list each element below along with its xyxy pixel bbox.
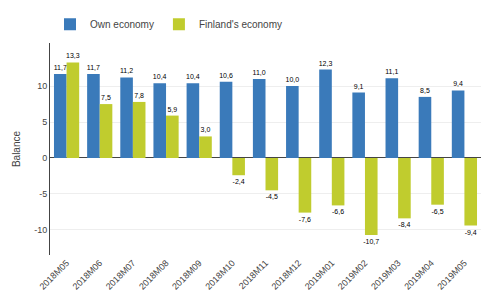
svg-text:Finland's economy: Finland's economy [199,19,282,30]
svg-text:7,8: 7,8 [134,92,144,99]
svg-text:10,0: 10,0 [285,76,299,83]
svg-text:10,4: 10,4 [186,73,200,80]
svg-text:2019M02: 2019M02 [336,258,370,292]
svg-text:2018M11: 2018M11 [237,258,270,291]
svg-text:-6,6: -6,6 [332,208,344,215]
svg-text:2018M12: 2018M12 [270,258,304,292]
svg-text:0: 0 [42,153,47,163]
svg-text:11,0: 11,0 [253,69,266,76]
svg-text:-8,4: -8,4 [398,221,410,228]
svg-text:2018M07: 2018M07 [104,258,138,292]
svg-text:2019M05: 2019M05 [435,258,469,292]
svg-text:Balance: Balance [11,130,22,167]
svg-text:2018M05: 2018M05 [38,258,72,292]
svg-text:2018M06: 2018M06 [71,258,105,292]
svg-text:13,3: 13,3 [66,52,80,59]
svg-text:5: 5 [42,117,47,127]
svg-text:-2,4: -2,4 [233,178,245,185]
svg-text:10,6: 10,6 [219,72,233,79]
svg-text:8,5: 8,5 [420,87,430,94]
svg-text:11,1: 11,1 [385,68,398,75]
svg-text:2019M03: 2019M03 [369,258,403,292]
svg-text:-9,4: -9,4 [465,229,477,236]
svg-text:2019M01: 2019M01 [303,258,337,292]
svg-text:-5: -5 [39,189,47,199]
svg-text:2019M04: 2019M04 [402,258,436,292]
svg-text:2018M09: 2018M09 [170,258,204,292]
svg-text:-4,5: -4,5 [266,193,278,200]
svg-text:Own economy: Own economy [90,19,154,30]
svg-text:9,1: 9,1 [354,83,364,90]
svg-text:11,7: 11,7 [54,64,67,71]
svg-text:9,4: 9,4 [453,80,463,87]
svg-text:-10: -10 [34,225,47,235]
svg-text:12,3: 12,3 [319,60,333,67]
svg-text:2018M10: 2018M10 [203,258,237,292]
svg-text:10: 10 [37,81,47,91]
svg-text:11,2: 11,2 [120,67,133,74]
svg-text:5,9: 5,9 [167,106,177,113]
svg-text:-6,5: -6,5 [431,208,443,215]
svg-text:2018M08: 2018M08 [137,258,171,292]
svg-text:3,0: 3,0 [201,126,211,133]
svg-text:10,4: 10,4 [153,73,167,80]
svg-text:-7,6: -7,6 [299,216,311,223]
svg-text:7,5: 7,5 [101,94,111,101]
svg-text:11,7: 11,7 [87,64,100,71]
svg-text:-10,7: -10,7 [363,238,379,245]
